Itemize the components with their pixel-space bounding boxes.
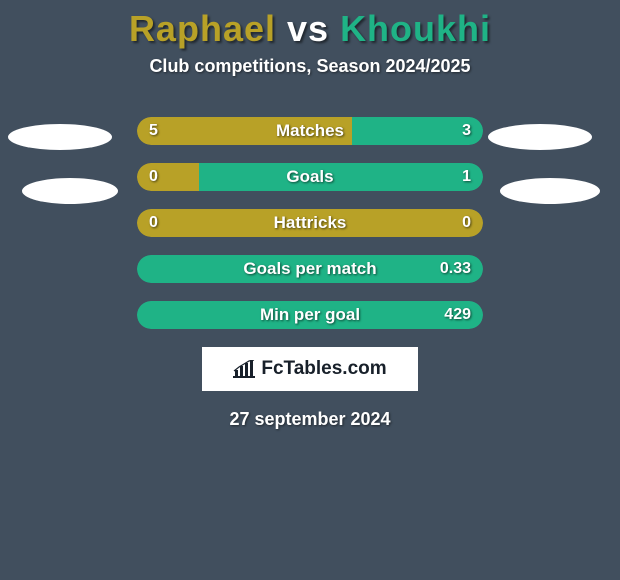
vs-label: vs	[287, 8, 329, 49]
stat-value-right: 3	[462, 117, 471, 145]
stat-label: Goals per match	[137, 255, 483, 283]
stat-label: Hattricks	[137, 209, 483, 237]
avatar-placeholder	[8, 124, 112, 150]
brand-text: FcTables.com	[261, 358, 386, 380]
stat-value-left: 0	[149, 209, 158, 237]
player2-name: Khoukhi	[340, 8, 491, 49]
stat-label: Matches	[137, 117, 483, 145]
stat-row: Goals0 1	[137, 163, 483, 191]
chart-icon	[233, 360, 255, 378]
brand-box[interactable]: FcTables.com	[202, 347, 418, 391]
page-title: Raphael vs Khoukhi	[0, 0, 620, 50]
subtitle: Club competitions, Season 2024/2025	[0, 56, 620, 77]
stat-label: Min per goal	[137, 301, 483, 329]
stat-value-right: 1	[462, 163, 471, 191]
stat-row: Goals per match0.33	[137, 255, 483, 283]
stat-value-right: 0.33	[440, 255, 471, 283]
player1-name: Raphael	[129, 8, 276, 49]
stat-row: Hattricks0 0	[137, 209, 483, 237]
stat-value-left: 0	[149, 163, 158, 191]
stat-row: Matches5 3	[137, 117, 483, 145]
avatar-placeholder	[22, 178, 118, 204]
comparison-card: Raphael vs Khoukhi Club competitions, Se…	[0, 0, 620, 580]
stat-value-right: 0	[462, 209, 471, 237]
date-label: 27 september 2024	[0, 409, 620, 430]
avatar-placeholder	[500, 178, 600, 204]
stat-row: Min per goal429	[137, 301, 483, 329]
stat-label: Goals	[137, 163, 483, 191]
stat-value-right: 429	[444, 301, 471, 329]
avatar-placeholder	[488, 124, 592, 150]
stat-value-left: 5	[149, 117, 158, 145]
